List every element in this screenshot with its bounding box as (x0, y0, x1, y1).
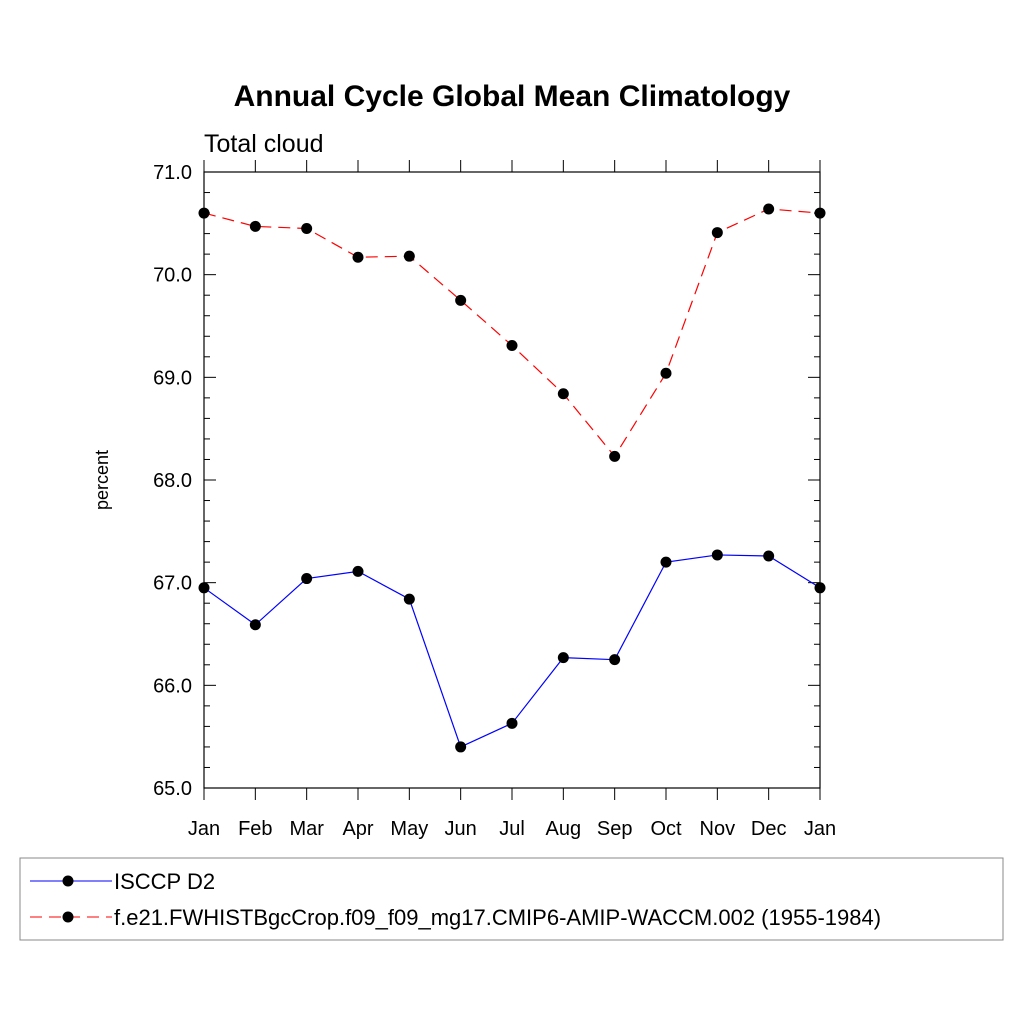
legend-marker-isccp (62, 875, 74, 887)
axis-ticks (203, 160, 821, 800)
data-point (506, 717, 518, 729)
x-tick-label: Dec (751, 818, 787, 840)
y-tick-label: 65.0 (153, 778, 192, 800)
chart-subtitle: Total cloud (204, 130, 324, 158)
y-tick-label: 66.0 (153, 675, 192, 697)
plot-frame (203, 171, 821, 789)
x-tick-label: Apr (342, 818, 373, 840)
data-point (249, 619, 261, 631)
data-point (557, 388, 569, 400)
x-tick-labels: Jan Feb Mar Apr May Jun Jul Aug Sep Oct Nov Dec Jan (188, 818, 836, 840)
data-point (557, 652, 569, 664)
y-tick-label: 68.0 (153, 470, 192, 492)
x-tick-label: Jan (804, 818, 836, 840)
data-point (506, 340, 518, 352)
x-tick-label: Aug (546, 818, 582, 840)
x-tick-label: Sep (597, 818, 633, 840)
data-point (455, 294, 467, 306)
data-point (711, 549, 723, 561)
y-tick-label: 67.0 (153, 573, 192, 595)
data-point (249, 220, 261, 232)
chart-title: Annual Cycle Global Mean Climatology (234, 80, 791, 113)
data-point (403, 250, 415, 262)
y-axis-label: percent (92, 450, 112, 510)
data-point (301, 573, 313, 585)
series-line-1 (203, 208, 821, 458)
legend-label-model: f.e21.FWHISTBgcCrop.f09_f09_mg17.CMIP6-A… (114, 905, 881, 930)
data-point (763, 203, 775, 215)
data-point (455, 741, 467, 753)
y-tick-label: 69.0 (153, 367, 192, 389)
data-point (301, 222, 313, 234)
data-point (711, 227, 723, 239)
data-point (609, 450, 621, 462)
data-point (609, 654, 621, 666)
x-tick-label: May (390, 818, 428, 840)
legend-box (19, 857, 1004, 941)
x-tick-label: Nov (700, 818, 736, 840)
data-point (403, 593, 415, 605)
x-tick-label: Feb (238, 818, 272, 840)
legend: ISCCP D2 f.e21.FWHISTBgcCrop.f09_f09_mg1… (19, 857, 1004, 941)
x-tick-label: Jul (499, 818, 525, 840)
x-tick-label: Mar (289, 818, 324, 840)
data-point (352, 251, 364, 263)
data-point (660, 367, 672, 379)
x-tick-label: Jun (445, 818, 477, 840)
data-point (763, 550, 775, 562)
y-tick-label: 70.0 (153, 265, 192, 287)
x-tick-label: Jan (188, 818, 220, 840)
legend-marker-model (62, 911, 74, 923)
y-tick-labels: 65.0 66.0 67.0 68.0 69.0 70.0 71.0 (153, 162, 192, 800)
y-tick-label: 71.0 (153, 162, 192, 184)
data-point (352, 565, 364, 577)
legend-label-isccp: ISCCP D2 (114, 869, 215, 894)
data-point (660, 556, 672, 568)
plot-series (198, 203, 826, 753)
x-tick-label: Oct (650, 818, 682, 840)
